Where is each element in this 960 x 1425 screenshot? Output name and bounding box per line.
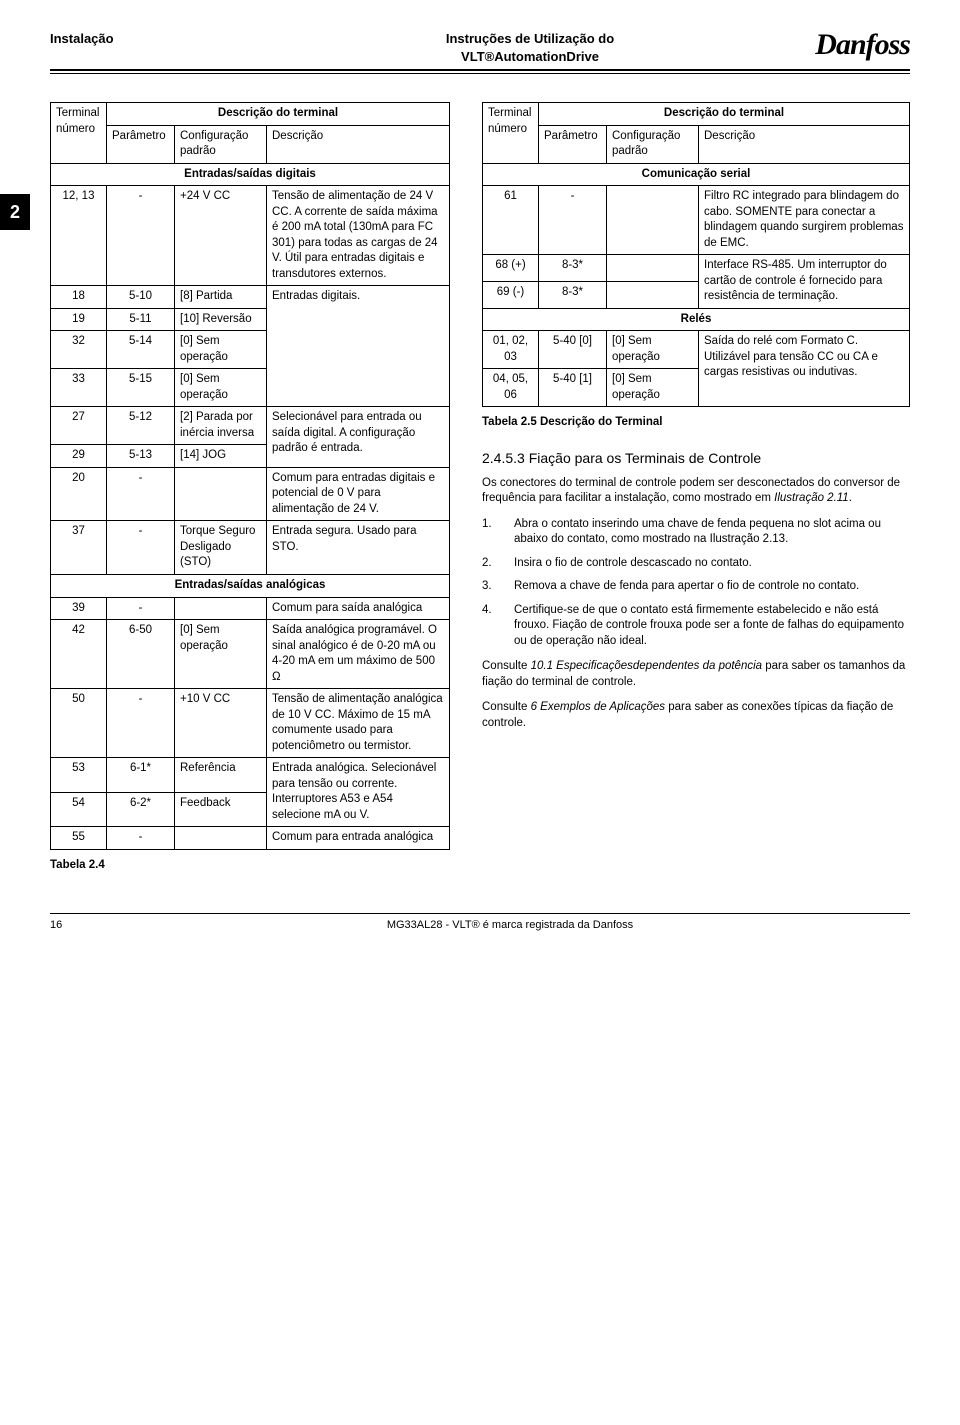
table-row: 53 6-1* Referência Entrada analógica. Se… (51, 758, 450, 793)
page-number: 16 (50, 918, 110, 933)
table-row: 18 5-10 [8] Partida Entradas digitais. (51, 286, 450, 309)
table-row: 37 - Torque Seguro Desligado (STO) Entra… (51, 521, 450, 575)
paragraph: Consulte 10.1 Especificaçõesdependentes … (482, 659, 910, 690)
th-title: Descrição do terminal (539, 103, 910, 126)
footer-text: MG33AL28 - VLT® é marca registrada da Da… (110, 918, 910, 933)
th-title: Descrição do terminal (107, 103, 450, 126)
table-row: 55 - Comum para entrada analógica (51, 827, 450, 850)
table-row: 42 6-50 [0] Sem operação Saída analógica… (51, 620, 450, 689)
table-left-caption: Tabela 2.4 (50, 858, 450, 874)
header-rule (50, 73, 910, 74)
table-row: 61 - Filtro RC integrado para blindagem … (483, 186, 910, 255)
table-right-caption: Tabela 2.5 Descrição do Terminal (482, 415, 910, 431)
paragraph: Os conectores do terminal de controle po… (482, 476, 910, 507)
paragraph: Consulte 6 Exemplos de Aplicações para s… (482, 700, 910, 731)
table-row: 50 - +10 V CC Tensão de alimentação anal… (51, 689, 450, 758)
th-param: Parâmetro (107, 125, 175, 163)
table-left: Terminal número Descrição do terminal Pa… (50, 102, 450, 850)
th-terminal: Terminal número (483, 103, 539, 164)
header-title-2: VLT®AutomationDrive (290, 48, 770, 66)
section-heading: 2.4.5.3 Fiação para os Terminais de Cont… (482, 449, 910, 468)
list-item: 3. Remova a chave de fenda para apertar … (482, 579, 910, 595)
list-item: 4. Certifique-se de que o contato está f… (482, 603, 910, 650)
th-desc: Descrição (267, 125, 450, 163)
th-cfg: Configuração padrão (607, 125, 699, 163)
page-body: 2 Terminal número Descrição do terminal … (50, 102, 910, 873)
page-footer: 16 MG33AL28 - VLT® é marca registrada da… (50, 913, 910, 933)
table-row: 68 (+) 8-3* Interface RS-485. Um interru… (483, 255, 910, 282)
list-item: 1. Abra o contato inserindo uma chave de… (482, 517, 910, 548)
th-cfg: Configuração padrão (175, 125, 267, 163)
page-header: Instalação Instruções de Utilização do V… (50, 30, 910, 71)
header-right: Danfoss (770, 30, 910, 60)
table-row: 01, 02, 03 5-40 [0] [0] Sem operação Saí… (483, 331, 910, 369)
table-right: Terminal número Descrição do terminal Pa… (482, 102, 910, 407)
header-left: Instalação (50, 30, 290, 48)
table-row: 27 5-12 [2] Parada por inércia inversa S… (51, 407, 450, 445)
danfoss-logo: Danfoss (815, 30, 910, 60)
steps-list: 1. Abra o contato inserindo uma chave de… (482, 517, 910, 650)
list-item: 2. Insira o fio de controle descascado n… (482, 556, 910, 572)
table-row: 39 - Comum para saída analógica (51, 597, 450, 620)
section-relay: Relés (483, 308, 910, 331)
table-row: 20 - Comum para entradas digitais e pote… (51, 467, 450, 521)
header-center: Instruções de Utilização do VLT®Automati… (290, 30, 770, 65)
th-terminal: Terminal número (51, 103, 107, 164)
section-serial: Comunicação serial (483, 163, 910, 186)
th-param: Parâmetro (539, 125, 607, 163)
section-analog: Entradas/saídas analógicas (51, 574, 450, 597)
right-column: Terminal número Descrição do terminal Pa… (482, 102, 910, 741)
table-row: 12, 13 - +24 V CC Tensão de alimentação … (51, 186, 450, 286)
section-digital: Entradas/saídas digitais (51, 163, 450, 186)
header-title-1: Instruções de Utilização do (290, 30, 770, 48)
left-column: 2 Terminal número Descrição do terminal … (50, 102, 450, 873)
th-desc: Descrição (699, 125, 910, 163)
chapter-tab: 2 (0, 194, 30, 230)
